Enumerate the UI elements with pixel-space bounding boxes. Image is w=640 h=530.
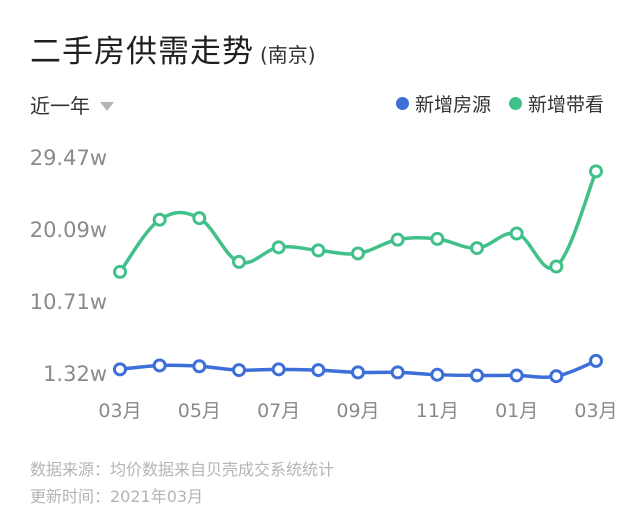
page-title: 二手房供需走势	[30, 34, 254, 70]
data-point-listings	[311, 363, 326, 378]
data-point-listings	[549, 369, 564, 384]
period-label: 近一年	[30, 94, 90, 118]
data-point-listings	[589, 353, 603, 368]
data-point-listings	[351, 365, 365, 380]
data-point-viewings	[509, 226, 524, 241]
data-point-listings	[113, 362, 127, 377]
data-point-viewings	[311, 243, 326, 258]
chart-title-row: 二手房供需走势 (南京)	[30, 26, 316, 71]
city-subtitle: (南京)	[260, 43, 316, 67]
legend-item-viewings: 新增带看	[508, 90, 604, 117]
data-point-listings	[470, 368, 484, 383]
chart-footer: 数据来源：均价数据来自贝壳成交系统统计 更新时间：2021年03月	[30, 456, 334, 510]
x-tick-label: 09月	[336, 400, 379, 422]
data-point-listings	[430, 367, 445, 382]
data-point-listings	[232, 363, 246, 378]
data-point-viewings	[430, 231, 445, 246]
caret-down-icon	[100, 101, 114, 111]
data-point-viewings	[470, 241, 484, 256]
period-dropdown[interactable]: 近一年	[30, 90, 114, 119]
legend-marker-viewings	[508, 97, 522, 110]
data-point-listings	[509, 368, 524, 383]
y-tick-label: 20.09w	[30, 218, 107, 242]
data-source-note: 数据来源：均价数据来自贝壳成交系统统计	[30, 460, 335, 479]
y-tick-label: 10.71w	[30, 290, 107, 314]
data-point-viewings	[351, 246, 365, 261]
data-point-listings	[271, 362, 286, 377]
data-point-viewings	[549, 259, 564, 274]
data-point-viewings	[390, 232, 405, 247]
data-point-viewings	[589, 164, 603, 179]
data-point-listings	[192, 359, 207, 374]
x-tick-label: 07月	[257, 400, 300, 422]
x-tick-label: 05月	[178, 400, 221, 422]
data-point-viewings	[152, 212, 167, 227]
x-tick-label: 01月	[495, 400, 538, 422]
y-tick-label: 1.32w	[43, 362, 107, 386]
data-point-viewings	[232, 254, 246, 269]
x-tick-label: 03月	[98, 400, 141, 422]
data-point-viewings	[113, 264, 127, 279]
x-tick-label: 03月	[574, 400, 617, 422]
legend-label-viewings: 新增带看	[527, 94, 604, 116]
legend-marker-listings	[395, 97, 409, 110]
chart-legend: 新增房源 新增带看	[378, 90, 604, 117]
x-tick-label: 11月	[416, 400, 459, 422]
line-chart: 1.32w 10.71w 20.09w 29.47w 03月 05月 07月 09月 11月 01…	[30, 146, 618, 422]
data-point-viewings	[192, 211, 207, 226]
y-tick-label: 29.47w	[30, 146, 107, 170]
data-point-viewings	[271, 240, 286, 255]
data-point-listings	[390, 365, 405, 380]
legend-label-listings: 新增房源	[414, 94, 491, 116]
update-time-note: 更新时间：2021年03月	[30, 487, 204, 506]
legend-item-listings: 新增房源	[395, 90, 491, 117]
data-point-listings	[152, 358, 167, 373]
